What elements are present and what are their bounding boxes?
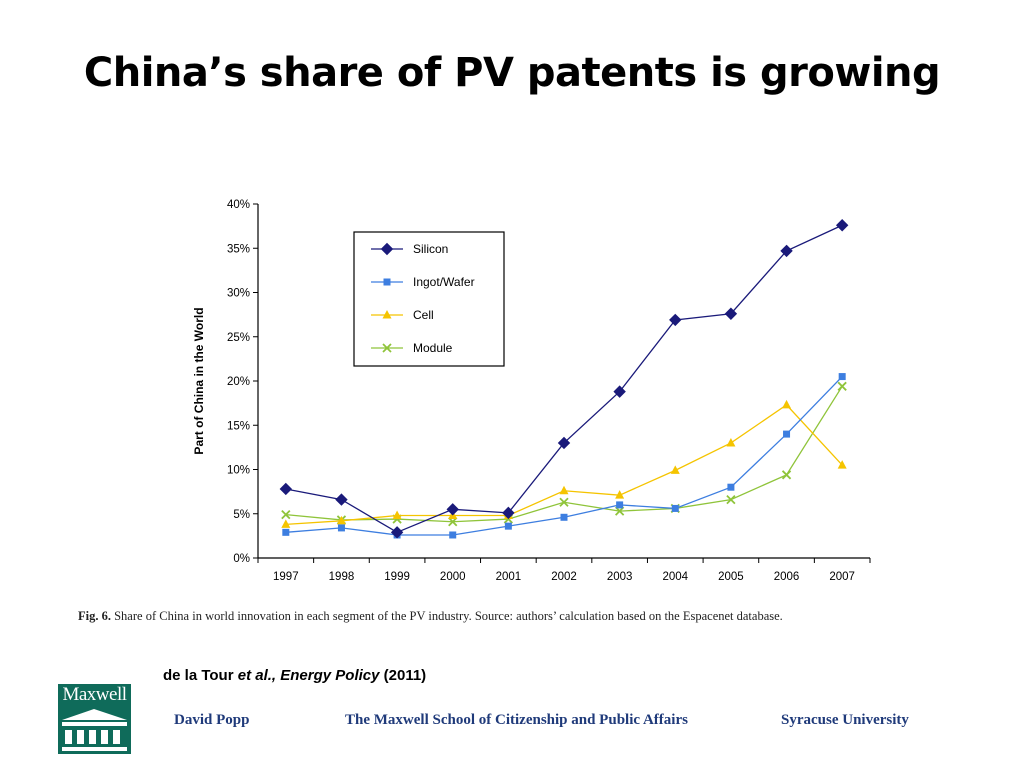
data-point-silicon: [724, 307, 738, 320]
source-citation: de la Tour et al., Energy Policy (2011): [163, 667, 426, 684]
data-point-cell: [782, 399, 792, 409]
citation-authors: de la Tour: [163, 667, 234, 684]
data-point-silicon: [502, 506, 515, 520]
legend-item-cell: Cell: [371, 308, 434, 322]
x-tick-label: 2002: [551, 571, 577, 583]
logo-wordmark: Maxwell: [62, 684, 127, 705]
citation-journal: et al., Energy Policy: [237, 667, 380, 684]
series-module: [281, 381, 847, 527]
chart-legend: Silicon Ingot/Wafer Cell Module: [353, 231, 505, 367]
x-tick-label: 1998: [329, 571, 355, 583]
legend-label-ingot-wafer: Ingot/Wafer: [413, 275, 475, 289]
building-icon: [62, 709, 127, 751]
slide-title: China’s share of PV patents is growing: [83, 50, 941, 96]
x-tick-label: 2005: [718, 571, 744, 583]
legend-label-cell: Cell: [413, 308, 434, 322]
data-point-ingot-wafer: [727, 483, 735, 491]
data-point-silicon: [335, 493, 348, 506]
data-point-ingot-wafer: [337, 524, 345, 532]
legend-marker-ingot-wafer: [383, 278, 391, 286]
legend-marker-cell: [382, 310, 392, 319]
series-line-cell: [285, 404, 843, 526]
data-point-ingot-wafer: [449, 531, 457, 539]
citation-year: (2011): [383, 667, 427, 684]
series-line-ingot-wafer: [285, 376, 843, 536]
data-point-cell: [837, 460, 847, 469]
footer-university: Syracuse University: [781, 712, 909, 728]
y-tick-label: 5%: [233, 509, 250, 521]
data-point-ingot-wafer: [838, 373, 846, 381]
data-point-module: [559, 497, 569, 507]
data-point-cell: [392, 510, 402, 520]
y-tick-label: 15%: [227, 420, 250, 432]
data-point-cell: [670, 465, 680, 474]
y-tick-label: 0%: [233, 553, 250, 565]
legend-label-silicon: Silicon: [413, 242, 448, 256]
data-point-silicon: [613, 385, 626, 398]
footer-author: David Popp: [174, 712, 250, 728]
data-point-silicon: [390, 526, 404, 539]
y-tick-label: 10%: [227, 465, 250, 477]
x-tick-label: 2000: [440, 571, 466, 583]
y-axis-label: Part of China in the World: [192, 307, 206, 454]
data-point-module: [781, 470, 792, 480]
data-point-module: [281, 509, 291, 520]
y-tick-label: 20%: [227, 376, 250, 388]
data-point-ingot-wafer: [560, 513, 568, 521]
data-point-silicon: [446, 503, 459, 516]
pv-patent-share-chart: Part of China in the World 0% 5% 10% 15% 20%…: [192, 199, 871, 583]
data-point-ingot-wafer: [282, 528, 290, 536]
legend-marker-silicon: [380, 242, 394, 256]
series-ingot-wafer: [282, 373, 846, 539]
legend-item-ingot-wafer: Ingot/Wafer: [371, 275, 475, 289]
series-silicon: [279, 219, 849, 539]
data-point-ingot-wafer: [783, 430, 791, 438]
figure-caption-label: Fig. 6.: [78, 609, 111, 623]
footer-school: The Maxwell School of Citizenship and Pu…: [345, 712, 688, 728]
data-point-silicon: [669, 313, 682, 327]
data-point-cell: [559, 485, 569, 495]
legend-box: [353, 231, 505, 367]
x-tick-label: 1997: [273, 571, 299, 583]
x-tick-label: 2006: [774, 571, 800, 583]
x-tick-label: 2003: [607, 571, 633, 583]
figure-caption: Fig. 6. Share of China in world innovati…: [78, 609, 998, 624]
legend-marker-module: [382, 343, 392, 353]
y-tick-label: 25%: [227, 332, 250, 344]
data-point-module: [614, 506, 625, 516]
data-point-cell: [615, 490, 625, 499]
data-point-silicon: [835, 219, 849, 232]
x-tick-label: 2004: [662, 571, 688, 583]
data-point-silicon: [557, 436, 571, 450]
maxwell-logo: Maxwell: [58, 684, 131, 754]
legend-item-silicon: Silicon: [371, 242, 448, 256]
x-tick-label: 1999: [384, 571, 410, 583]
x-tick-label: 2007: [829, 571, 855, 583]
data-point-cell: [281, 519, 291, 528]
data-point-cell: [726, 437, 736, 447]
data-point-ingot-wafer: [616, 501, 624, 509]
y-tick-label: 35%: [227, 243, 250, 255]
figure-caption-text: Share of China in world innovation in ea…: [114, 609, 783, 623]
series-cell: [281, 399, 847, 528]
data-point-silicon: [780, 244, 793, 258]
data-point-module: [726, 494, 736, 505]
data-point-silicon: [279, 482, 293, 496]
data-point-cell: [336, 515, 346, 525]
y-tick-label: 40%: [227, 199, 250, 211]
legend-item-module: Module: [371, 341, 453, 355]
legend-label-module: Module: [413, 341, 453, 355]
data-point-ingot-wafer: [671, 504, 679, 512]
data-point-module: [837, 381, 847, 391]
y-tick-label: 30%: [227, 288, 250, 300]
data-point-ingot-wafer: [504, 522, 512, 530]
x-tick-label: 2001: [496, 571, 522, 583]
data-point-module: [448, 517, 458, 527]
